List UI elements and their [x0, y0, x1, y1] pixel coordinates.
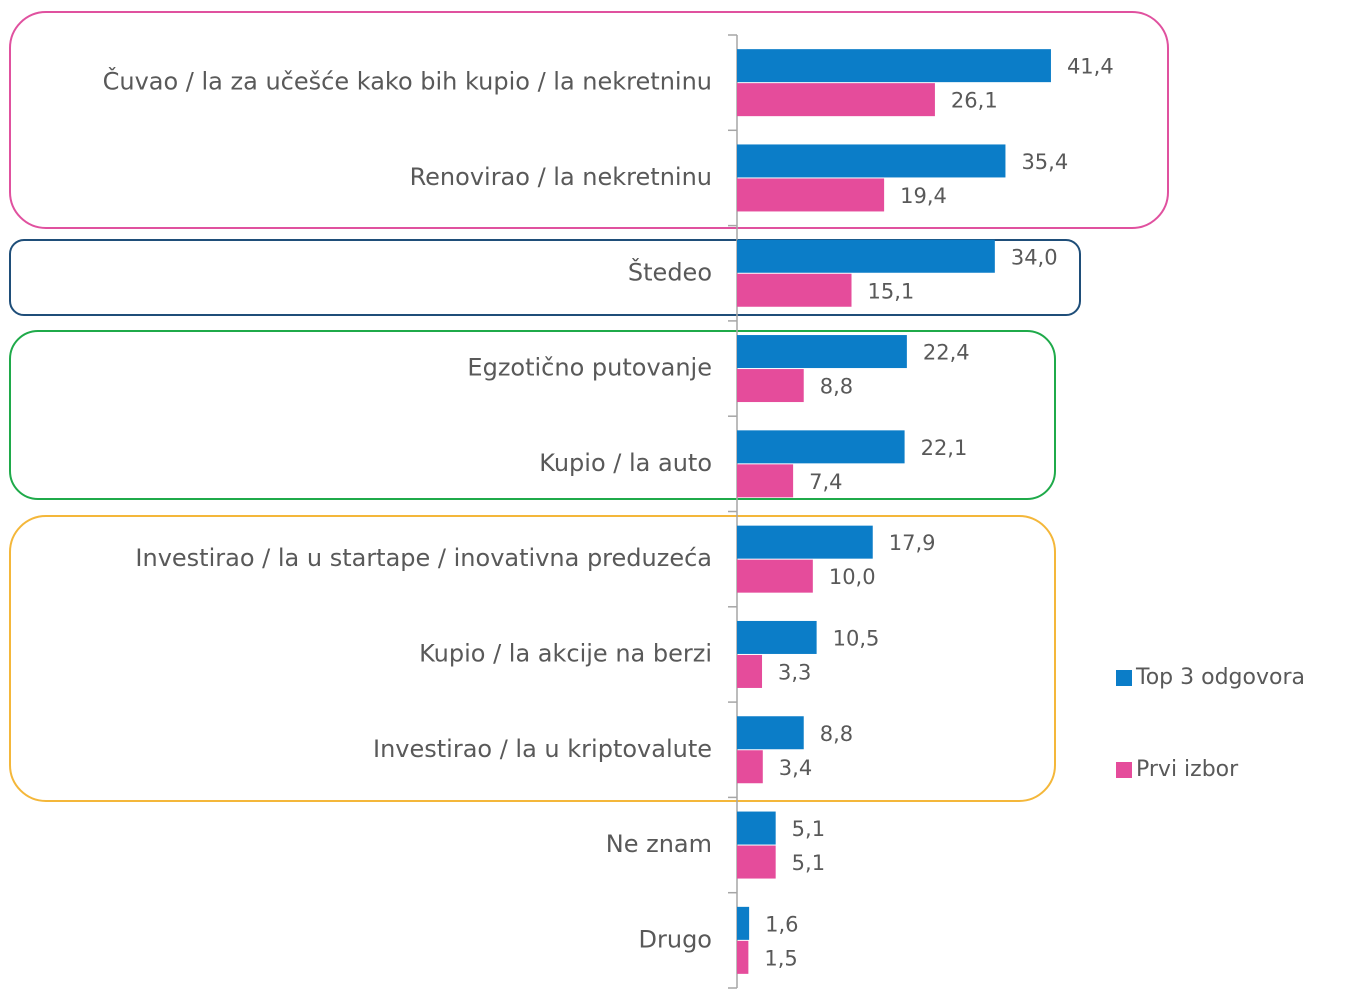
bar [737, 335, 907, 369]
value-label: 5,1 [792, 817, 825, 841]
value-label: 8,8 [820, 722, 853, 746]
value-label: 22,4 [923, 341, 970, 365]
category-label: Kupio / la auto [539, 449, 712, 477]
group-box [9, 330, 1056, 500]
category-label: Čuvao / la za učešće kako bih kupio / la… [103, 66, 712, 96]
bar [737, 811, 776, 845]
bar [737, 559, 813, 593]
category-label: Kupio / la akcije na berzi [419, 639, 712, 667]
bar [737, 83, 935, 117]
value-label: 10,0 [829, 565, 876, 589]
legend-swatch [1116, 762, 1132, 778]
category-label: Egzotično putovanje [467, 354, 712, 382]
bar [737, 464, 794, 498]
legend-swatch [1116, 670, 1132, 686]
value-label: 1,6 [765, 912, 798, 936]
bar [737, 525, 873, 559]
category-label: Investirao / la u startape / inovativna … [135, 544, 712, 572]
bar [737, 906, 750, 940]
bar [737, 369, 804, 403]
value-label: 7,4 [809, 470, 842, 494]
bar [737, 716, 804, 750]
legend-label: Prvi izbor [1136, 757, 1239, 782]
group-box [9, 515, 1056, 802]
bar [737, 430, 905, 464]
value-label: 10,5 [833, 626, 880, 650]
value-label: 34,0 [1011, 245, 1058, 269]
value-label: 41,4 [1067, 55, 1114, 79]
bar [737, 750, 763, 784]
value-label: 19,4 [900, 184, 947, 208]
value-label: 35,4 [1021, 150, 1068, 174]
value-label: 5,1 [792, 851, 825, 875]
bar [737, 144, 1006, 178]
bar [737, 239, 995, 273]
group-box [9, 11, 1169, 229]
bar [737, 845, 776, 879]
category-label: Drugo [639, 925, 712, 953]
group-box [9, 239, 1081, 316]
value-label: 26,1 [951, 89, 998, 113]
category-label: Ne znam [606, 830, 712, 858]
value-label: 22,1 [921, 436, 968, 460]
value-label: 17,9 [889, 531, 936, 555]
category-label: Štedeo [628, 256, 712, 286]
value-label: 8,8 [820, 375, 853, 399]
bar [737, 620, 817, 654]
bar [737, 654, 763, 688]
bar [737, 178, 885, 212]
value-label: 15,1 [868, 279, 915, 303]
bar [737, 940, 749, 974]
value-label: 1,5 [764, 946, 797, 970]
value-label: 3,4 [779, 756, 812, 780]
category-label: Renovirao / la nekretninu [410, 163, 712, 191]
legend-label: Top 3 odgovora [1135, 665, 1305, 690]
bar [737, 273, 852, 307]
bar [737, 49, 1051, 83]
value-label: 3,3 [778, 660, 811, 684]
category-label: Investirao / la u kriptovalute [373, 735, 712, 763]
